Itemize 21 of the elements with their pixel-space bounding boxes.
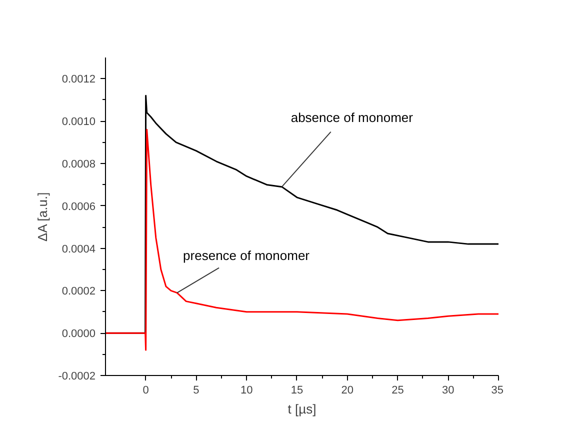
x-tick-label: 30 [442,384,454,396]
x-tick-label: 15 [290,384,304,396]
x-tick-label: 0 [142,384,149,396]
y-tick-label: 0.0008 [62,158,96,170]
y-tick-label: 0.0010 [62,116,96,128]
x-tick-label: 25 [392,384,404,396]
y-tick-label: 0.0012 [62,74,96,86]
x-tick-label: 20 [341,384,354,396]
y-tick-label: -0.0002 [58,370,96,382]
annotation: absence of monomer [290,110,414,125]
line-series [106,128,498,351]
y-tick-label: 0.0002 [62,286,96,298]
y-axis-title: ΔA [a.u.] [35,192,50,242]
y-tick-label: 0.0000 [62,328,96,340]
annotation: presence of monomer [183,248,310,263]
x-tick-label: 35 [491,384,504,396]
x-axis-title: t [µs] [288,402,316,416]
y-tick-label: 0.0006 [62,200,96,213]
y-tick-label: 0.0004 [62,243,96,256]
x-tick-label: 5 [193,384,200,396]
x-tick-label: 10 [240,384,253,396]
